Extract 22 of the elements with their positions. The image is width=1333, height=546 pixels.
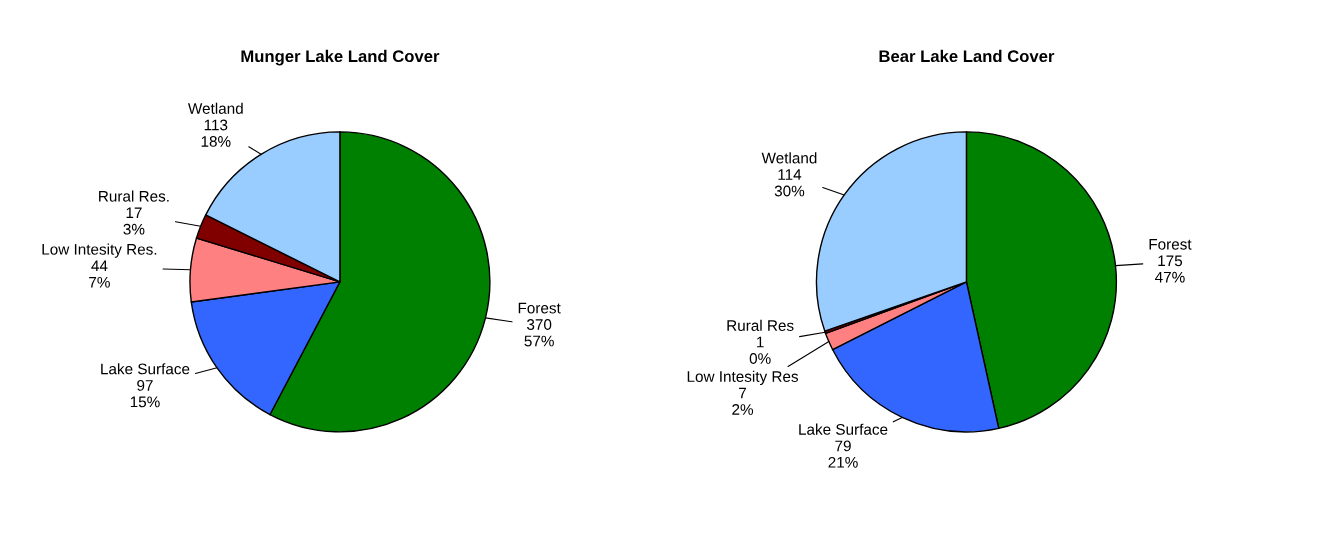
data-label: 1 0% <box>749 336 771 364</box>
slice-label: Wetland <box>187 102 243 114</box>
data-label: 97 15% <box>130 380 160 408</box>
slice-label: Forest <box>518 302 561 314</box>
slice-label: Lake Surface <box>799 423 888 435</box>
slice-label: Rural Res. <box>99 190 169 202</box>
data-label: 113 18% <box>201 119 231 147</box>
data-label: 17 3% <box>123 207 145 235</box>
chart-title: Bear Lake Land Cover <box>879 49 1055 63</box>
slice-label: Wetland <box>761 152 817 164</box>
data-label: 79 21% <box>828 440 858 468</box>
data-label: 370 57% <box>524 319 554 347</box>
data-label: 7 2% <box>732 387 754 415</box>
slice-label: Low Intesity Res <box>687 370 799 385</box>
data-label: 114 30% <box>774 169 805 197</box>
chart-title: Munger Lake Land Cover <box>241 49 440 66</box>
data-label: 175 47% <box>1155 255 1185 283</box>
slice-label: Lake Surface <box>101 363 190 375</box>
slice-label: Rural Res <box>727 319 794 331</box>
slice-label: Forest <box>1149 239 1192 250</box>
slice-label: Low Intesity Res. <box>42 243 157 258</box>
data-label: 44 7% <box>89 260 110 288</box>
